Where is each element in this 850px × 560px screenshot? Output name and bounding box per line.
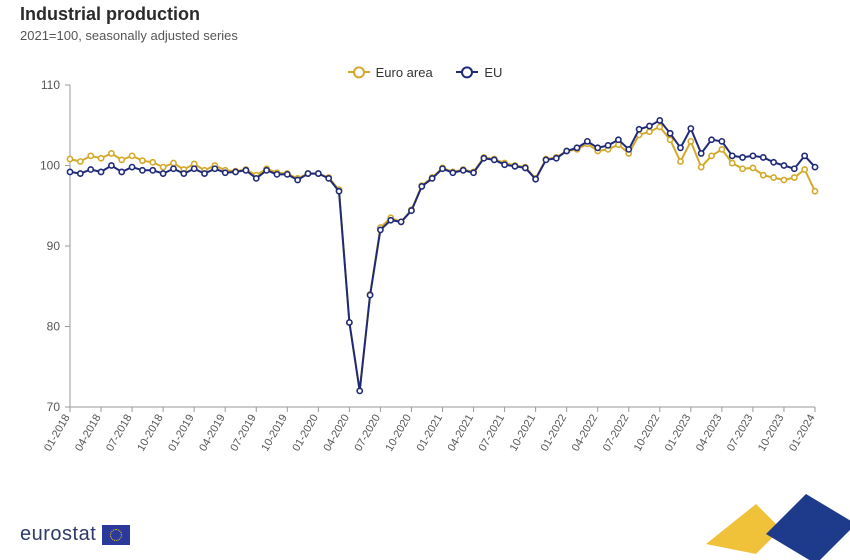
svg-text:04-2022: 04-2022 — [570, 413, 601, 454]
svg-text:10-2021: 10-2021 — [508, 413, 539, 454]
svg-text:10-2023: 10-2023 — [756, 413, 787, 454]
svg-text:07-2020: 07-2020 — [352, 413, 383, 454]
svg-text:07-2019: 07-2019 — [228, 413, 259, 454]
svg-text:70: 70 — [47, 400, 61, 414]
legend-label: Euro area — [376, 65, 433, 80]
svg-text:10-2022: 10-2022 — [632, 413, 663, 454]
svg-text:01-2024: 01-2024 — [787, 413, 818, 454]
svg-text:10-2018: 10-2018 — [135, 413, 166, 454]
svg-text:01-2022: 01-2022 — [539, 413, 570, 454]
svg-text:07-2018: 07-2018 — [104, 413, 135, 454]
chart-area: Euro area EU 70809010011001-201804-20180… — [20, 55, 830, 485]
legend-swatch-icon — [456, 71, 478, 73]
svg-text:04-2018: 04-2018 — [73, 413, 104, 454]
legend-item-euro-area: Euro area — [348, 65, 433, 80]
svg-text:01-2023: 01-2023 — [663, 413, 694, 454]
legend: Euro area EU — [20, 61, 830, 80]
svg-text:07-2022: 07-2022 — [601, 413, 632, 454]
svg-text:01-2019: 01-2019 — [166, 413, 197, 454]
chart-title: Industrial production — [20, 4, 200, 25]
legend-item-eu: EU — [456, 65, 502, 80]
svg-text:01-2018: 01-2018 — [42, 413, 73, 454]
svg-text:04-2021: 04-2021 — [446, 413, 477, 454]
chart-subtitle: 2021=100, seasonally adjusted series — [20, 28, 238, 43]
brand-label: eurostat — [20, 523, 96, 546]
corner-mark-icon — [696, 474, 850, 560]
svg-text:90: 90 — [47, 239, 61, 253]
svg-text:04-2020: 04-2020 — [321, 413, 352, 454]
svg-text:07-2021: 07-2021 — [477, 413, 508, 454]
svg-text:10-2019: 10-2019 — [259, 413, 290, 454]
brand-footer: eurostat — [20, 523, 130, 546]
eu-flag-icon — [102, 525, 130, 545]
svg-text:80: 80 — [47, 320, 61, 334]
svg-text:07-2023: 07-2023 — [725, 413, 756, 454]
legend-label: EU — [484, 65, 502, 80]
svg-text:01-2020: 01-2020 — [290, 413, 321, 454]
svg-text:04-2023: 04-2023 — [694, 413, 725, 454]
svg-text:100: 100 — [40, 159, 60, 173]
svg-text:04-2019: 04-2019 — [197, 413, 228, 454]
legend-swatch-icon — [348, 71, 370, 73]
svg-text:110: 110 — [41, 78, 60, 92]
line-chart-svg: 70 80 90 100 110 01-201804-201807-201810-2018… — [20, 55, 830, 485]
svg-text:10-2020: 10-2020 — [383, 413, 414, 454]
svg-text:01-2021: 01-2021 — [415, 413, 446, 454]
